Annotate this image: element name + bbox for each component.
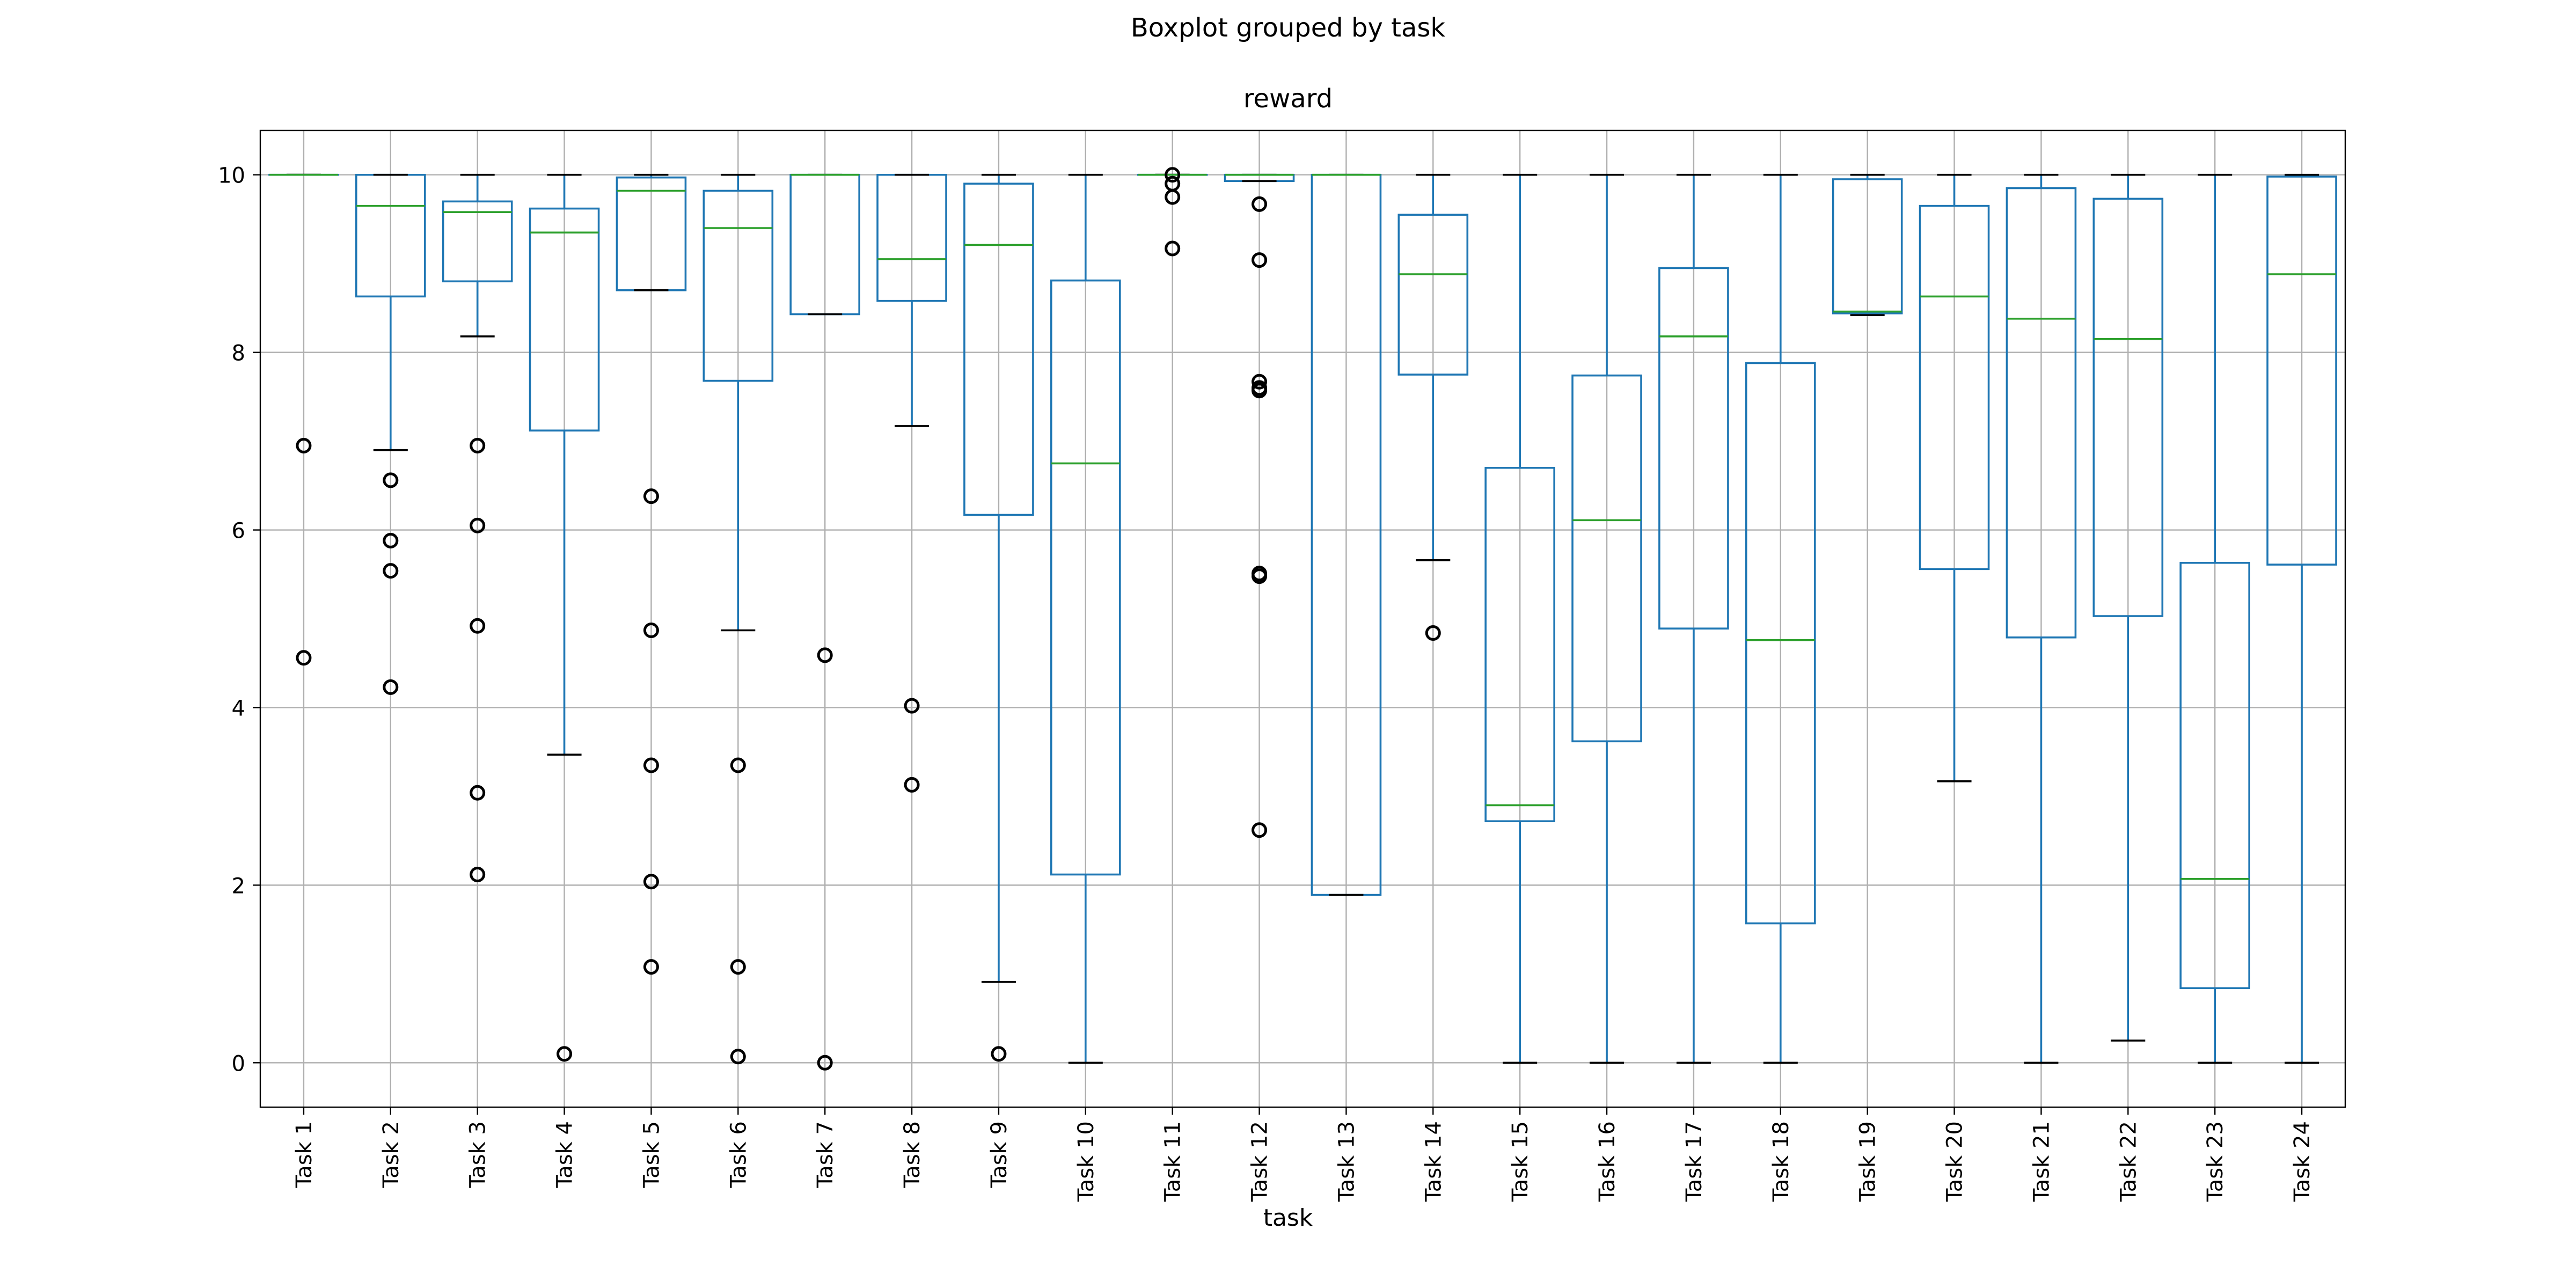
- x-tick-label: Task 1: [292, 1121, 317, 1189]
- outlier-point: [296, 650, 312, 666]
- outlier-point: [643, 959, 659, 975]
- box: [1484, 466, 1555, 823]
- box: [1050, 279, 1121, 876]
- outlier-point: [383, 532, 399, 548]
- outlier-point: [470, 517, 486, 533]
- plot-area: 0 2 4 6 8 10 Task 1 Task 2 Task 3 Task 4 Task 5 Tas…: [218, 129, 2346, 1202]
- outlier-point: [643, 623, 659, 639]
- x-tick-label: Task 17: [1682, 1121, 1707, 1202]
- outlier-point: [470, 437, 486, 453]
- outlier-point: [1165, 189, 1181, 205]
- outlier-point: [1252, 568, 1268, 584]
- outlier-point: [1252, 196, 1268, 212]
- x-tick-label: Task 11: [1161, 1121, 1185, 1202]
- outlier-point: [1252, 383, 1268, 399]
- x-tick-label: Task 13: [1334, 1121, 1359, 1202]
- x-tick-label: Task 10: [1074, 1121, 1099, 1202]
- outlier-point: [1425, 625, 1441, 641]
- outlier-point: [470, 618, 486, 634]
- x-tick-label: Task 3: [466, 1121, 491, 1189]
- box: [1919, 204, 1990, 570]
- box: [1658, 267, 1729, 630]
- x-tick-label: Task 8: [900, 1121, 925, 1189]
- box: [963, 182, 1034, 516]
- outlier-point: [383, 563, 399, 579]
- x-tick-label: Task 15: [1508, 1121, 1533, 1202]
- y-tick-label: 8: [232, 341, 245, 366]
- outlier-point: [1252, 252, 1268, 268]
- x-tick-label: Task 7: [813, 1121, 838, 1189]
- outlier-point: [1165, 240, 1181, 257]
- outlier-point: [470, 785, 486, 801]
- outlier-point: [730, 1049, 746, 1065]
- outlier-point: [557, 1046, 573, 1062]
- x-tick-label: Task 19: [1856, 1121, 1880, 1202]
- y-tick-label: 4: [232, 696, 245, 721]
- y-tick-label: 0: [232, 1051, 245, 1076]
- outlier-point: [296, 437, 312, 453]
- outlier-point: [730, 959, 746, 975]
- outlier-point: [817, 1055, 833, 1071]
- y-tick-label: 2: [232, 874, 245, 898]
- outlier-point: [904, 777, 920, 793]
- x-tick-label: Task 6: [726, 1121, 751, 1189]
- box: [702, 189, 774, 382]
- outlier-point: [904, 698, 920, 714]
- box: [2266, 175, 2337, 566]
- x-tick-label: Task 24: [2290, 1121, 2315, 1202]
- box: [1745, 362, 1816, 925]
- box: [2092, 197, 2164, 617]
- x-tick-label: Task 5: [639, 1121, 664, 1189]
- x-tick-label: Task 2: [379, 1121, 404, 1189]
- x-axis-label: task: [1263, 1204, 1313, 1232]
- outlier-point: [1165, 167, 1181, 183]
- x-tick-label: Task 12: [1248, 1121, 1272, 1202]
- x-tick-label: Task 4: [553, 1121, 577, 1189]
- box: [1571, 374, 1642, 743]
- x-tick-label: Task 21: [2029, 1121, 2054, 1202]
- y-tick-label: 6: [232, 519, 245, 544]
- outlier-point: [991, 1046, 1007, 1062]
- x-tick-label: Task 22: [2116, 1121, 2141, 1202]
- box: [2179, 561, 2250, 990]
- axes-frame: [259, 129, 2346, 1108]
- x-tick-label: Task 18: [1769, 1121, 1794, 1202]
- x-tick-label: Task 16: [1595, 1121, 1620, 1202]
- outlier-point: [643, 757, 659, 773]
- x-tick-label: Task 14: [1421, 1121, 1446, 1202]
- outlier-point: [1252, 822, 1268, 838]
- outlier-point: [643, 874, 659, 890]
- box: [1397, 214, 1469, 376]
- outlier-point: [470, 867, 486, 883]
- x-tick-label: Task 20: [1943, 1121, 1967, 1202]
- box: [1832, 178, 1903, 314]
- chart-subtitle: reward: [1243, 84, 1333, 114]
- outlier-point: [643, 488, 659, 504]
- outlier-point: [383, 679, 399, 695]
- x-tick-label: Task 9: [987, 1121, 1012, 1189]
- box: [529, 207, 600, 432]
- outlier-point: [383, 472, 399, 488]
- outlier-point: [1252, 374, 1268, 390]
- outlier-point: [730, 757, 746, 773]
- x-tick-label: Task 23: [2203, 1121, 2228, 1202]
- y-tick-label: 10: [218, 164, 245, 188]
- outlier-point: [817, 647, 833, 663]
- box: [2006, 187, 2077, 639]
- box: [442, 200, 513, 283]
- chart-title: Boxplot grouped by task: [1131, 13, 1446, 43]
